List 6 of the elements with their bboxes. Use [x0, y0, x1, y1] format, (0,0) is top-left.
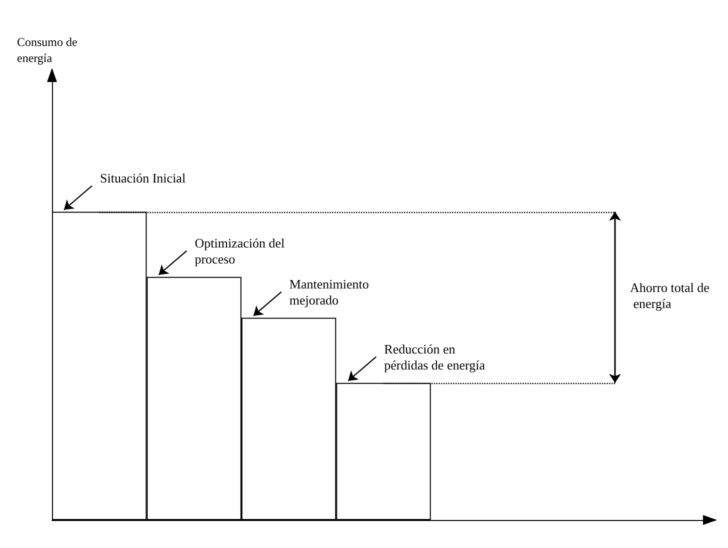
- text: Consumo de energía: [17, 35, 80, 65]
- annotation: Optimización del proceso: [194, 235, 288, 266]
- annotation: Reducción en pérdidas de energía: [384, 341, 486, 372]
- text: Ahorro total de energía: [630, 280, 710, 311]
- annotation: Mantenimiento mejorado: [289, 276, 372, 308]
- text: Situación Inicial: [100, 170, 186, 186]
